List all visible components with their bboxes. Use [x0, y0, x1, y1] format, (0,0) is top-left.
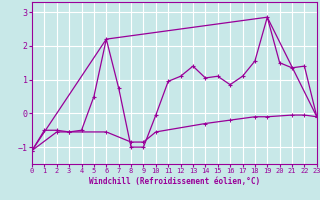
X-axis label: Windchill (Refroidissement éolien,°C): Windchill (Refroidissement éolien,°C)	[89, 177, 260, 186]
